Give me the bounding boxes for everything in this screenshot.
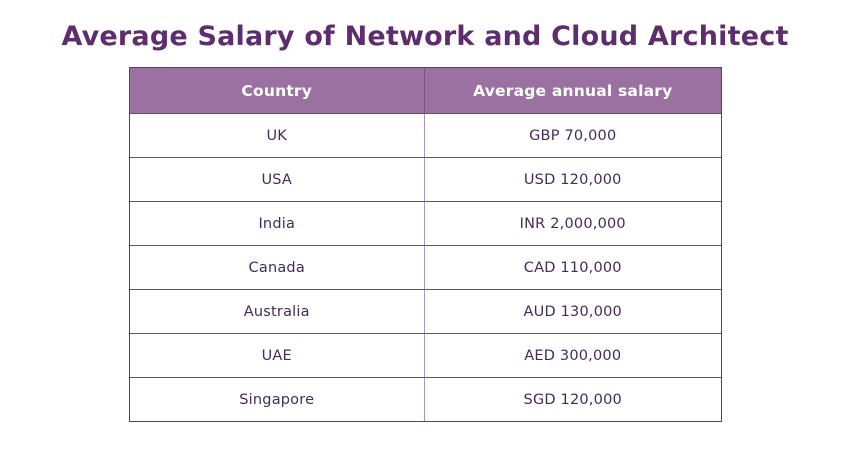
table-row-singapore: Singapore SGD 120,000 [129, 377, 721, 421]
table-row-canada: Canada CAD 110,000 [129, 245, 721, 289]
cell-country: USA [130, 158, 425, 201]
page-title: Average Salary of Network and Cloud Arch… [61, 21, 789, 52]
column-header-country: Country [130, 68, 425, 113]
table-row-australia: Australia AUD 130,000 [129, 289, 721, 333]
table-header-row: Country Average annual salary [129, 68, 721, 113]
cell-country: UAE [130, 334, 425, 377]
cell-salary: SGD 120,000 [523, 391, 622, 408]
cell-country: India [130, 202, 425, 245]
cell-salary: INR 2,000,000 [519, 215, 626, 232]
cell-country: UK [130, 114, 425, 157]
table-row-india: India INR 2,000,000 [129, 201, 721, 245]
cell-salary: CAD 110,000 [523, 259, 622, 276]
cell-salary: AED 300,000 [524, 347, 622, 364]
cell-salary: AUD 130,000 [523, 303, 622, 320]
column-header-salary: Average annual salary [473, 81, 673, 100]
cell-country: Singapore [130, 378, 425, 421]
table-row-usa: USA USD 120,000 [129, 157, 721, 201]
table-row-uae: UAE AED 300,000 [129, 333, 721, 377]
cell-salary: USD 120,000 [523, 171, 622, 188]
cell-country: Canada [130, 246, 425, 289]
cell-salary: GBP 70,000 [529, 127, 617, 144]
table-row-uk: UK GBP 70,000 [129, 113, 721, 157]
cell-country: Australia [130, 290, 425, 333]
salary-table: Country Average annual salary UK GBP 70,… [128, 67, 722, 422]
